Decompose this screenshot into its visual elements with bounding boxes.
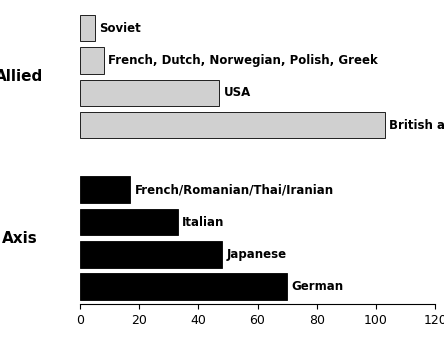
Bar: [80, 176, 130, 203]
Bar: [80, 80, 219, 106]
Bar: [80, 112, 385, 138]
Text: German: German: [292, 280, 344, 293]
Text: French/Romanian/Thai/Iranian: French/Romanian/Thai/Iranian: [135, 183, 334, 196]
Text: Japanese: Japanese: [226, 248, 286, 261]
Text: British and Commonwealth: British and Commonwealth: [389, 119, 444, 131]
Text: Italian: Italian: [182, 216, 224, 229]
Bar: [80, 209, 178, 235]
Bar: [80, 15, 95, 42]
Text: Soviet: Soviet: [99, 22, 141, 35]
Bar: [80, 241, 222, 268]
Bar: [80, 273, 287, 300]
Text: Axis: Axis: [2, 231, 37, 246]
Text: Allied: Allied: [0, 69, 44, 84]
Text: USA: USA: [223, 86, 251, 99]
Bar: [80, 47, 103, 74]
Text: French, Dutch, Norwegian, Polish, Greek: French, Dutch, Norwegian, Polish, Greek: [108, 54, 378, 67]
